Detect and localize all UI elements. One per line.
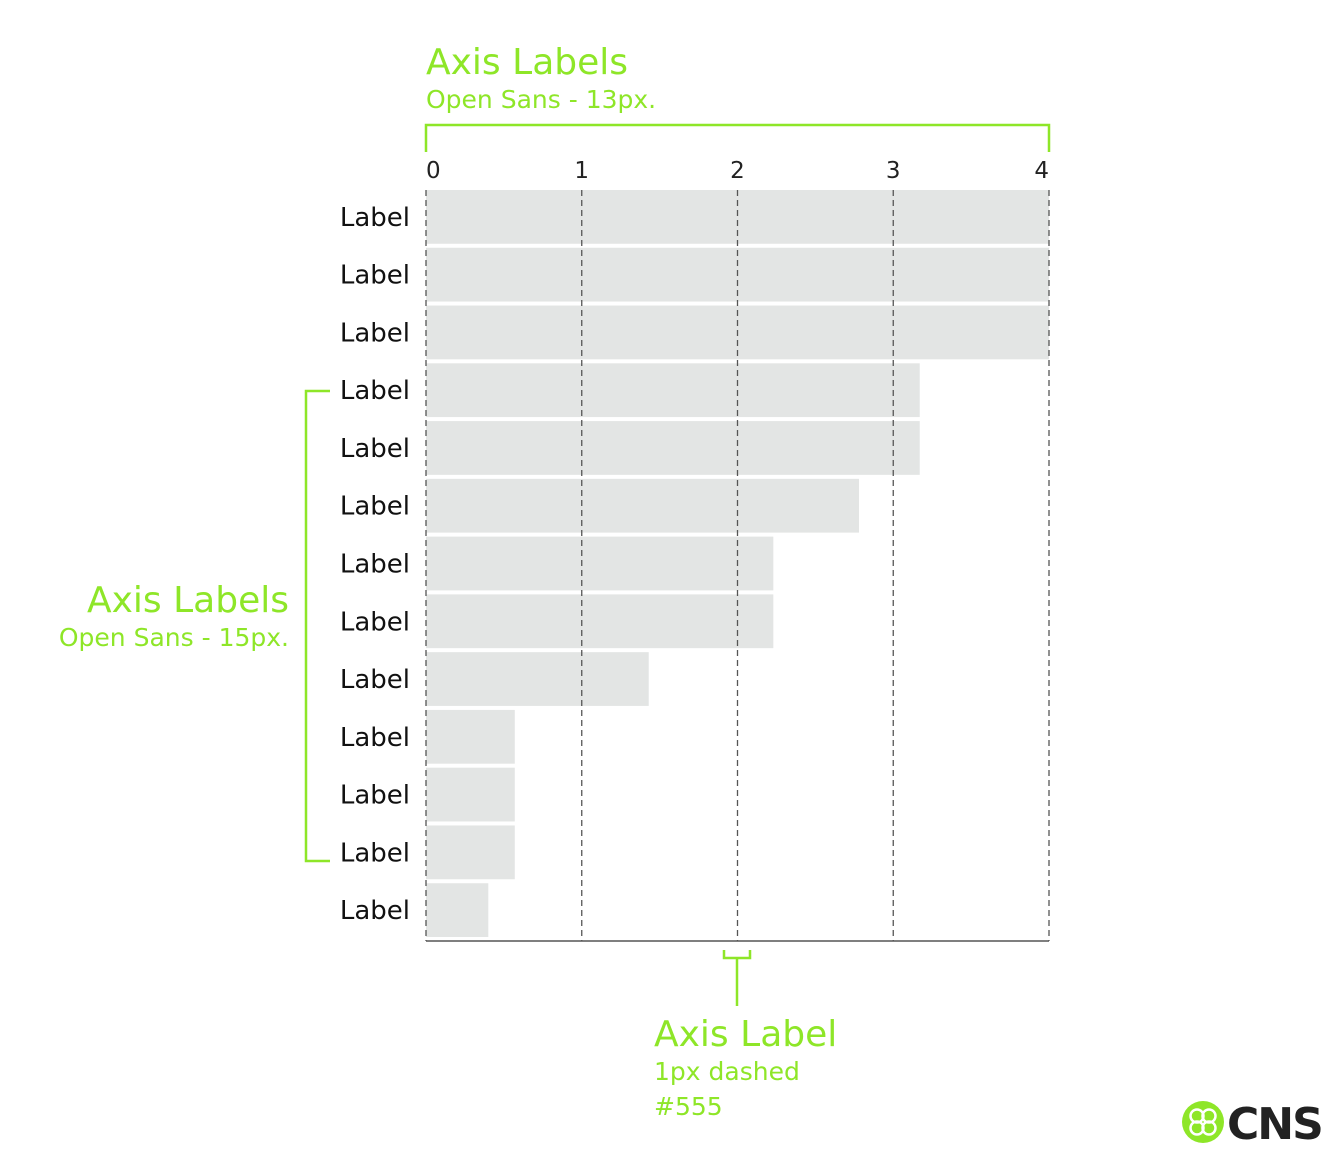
bottom-annotation-bracket bbox=[722, 950, 752, 960]
bar-12 bbox=[426, 825, 515, 880]
cns-clover-icon bbox=[1182, 1101, 1224, 1143]
x-tick-label-2: 2 bbox=[730, 158, 745, 184]
category-label-10: Label bbox=[340, 723, 410, 753]
left-annotation: Axis Labels Open Sans - 15px. bbox=[59, 389, 330, 863]
category-label-7: Label bbox=[340, 550, 410, 580]
x-tick-label-4: 4 bbox=[1034, 158, 1049, 184]
bar-9 bbox=[426, 652, 649, 706]
cns-logo-text: CNS bbox=[1227, 1099, 1322, 1150]
category-label-1: Label bbox=[340, 203, 410, 233]
bottom-annotation: Axis Label 1px dashed #555 bbox=[654, 950, 837, 1121]
category-label-11: Label bbox=[340, 781, 410, 811]
category-label-12: Label bbox=[340, 838, 410, 868]
bar-7 bbox=[426, 536, 774, 591]
top-annotation: Axis Labels Open Sans - 13px. bbox=[424, 42, 1051, 152]
cns-logo: CNS bbox=[1182, 1099, 1324, 1150]
category-label-3: Label bbox=[340, 318, 410, 348]
left-annotation-title: Axis Labels bbox=[87, 580, 289, 621]
x-tick-label-0: 0 bbox=[426, 158, 441, 184]
bar-11 bbox=[426, 767, 515, 822]
x-tick-labels: 0 1 2 3 4 bbox=[426, 158, 1049, 184]
bar-5 bbox=[426, 421, 920, 475]
category-label-6: Label bbox=[340, 492, 410, 522]
bar-8 bbox=[426, 594, 774, 649]
category-label-5: Label bbox=[340, 434, 410, 464]
category-label-13: Label bbox=[340, 896, 410, 926]
left-annotation-bracket bbox=[304, 389, 330, 863]
bottom-annotation-title: Axis Label bbox=[654, 1014, 837, 1055]
bar-10 bbox=[426, 709, 515, 764]
top-annotation-bracket bbox=[424, 123, 1051, 152]
bar-4 bbox=[426, 363, 920, 418]
category-label-4: Label bbox=[340, 376, 410, 406]
bar-series bbox=[426, 190, 1049, 937]
top-annotation-subtitle: Open Sans - 13px. bbox=[426, 85, 656, 114]
gridlines bbox=[425, 190, 1050, 941]
bar-6 bbox=[426, 478, 859, 533]
category-label-2: Label bbox=[340, 261, 410, 291]
left-annotation-subtitle: Open Sans - 15px. bbox=[59, 623, 289, 652]
top-annotation-title: Axis Labels bbox=[426, 42, 628, 83]
category-label-9: Label bbox=[340, 665, 410, 695]
category-label-8: Label bbox=[340, 607, 410, 637]
x-tick-label-3: 3 bbox=[886, 158, 901, 184]
x-tick-label-1: 1 bbox=[574, 158, 589, 184]
bottom-annotation-line1: 1px dashed bbox=[654, 1057, 800, 1086]
bar-13 bbox=[426, 883, 489, 937]
bottom-annotation-line2: #555 bbox=[654, 1092, 723, 1121]
y-category-labels: Label Label Label Label Label Label Label Label… bbox=[340, 203, 410, 926]
